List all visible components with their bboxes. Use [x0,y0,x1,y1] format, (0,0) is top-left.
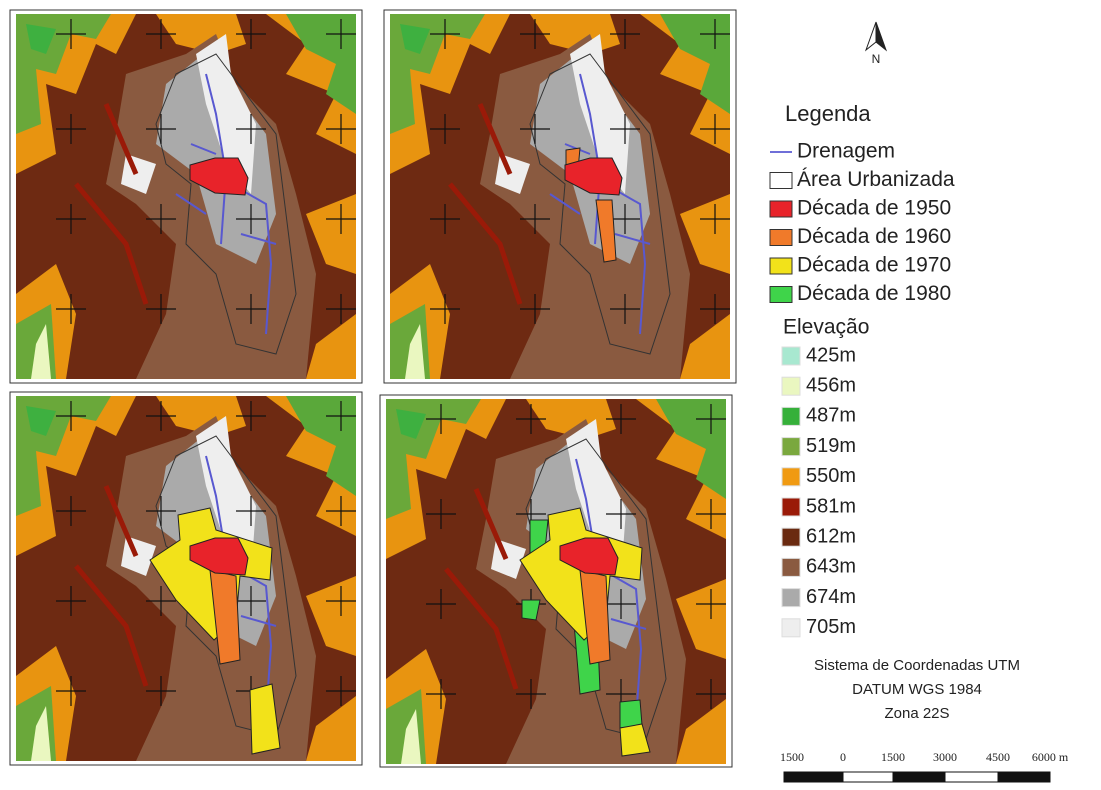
scale-segment [784,772,843,782]
elevation-label: 519m [806,435,856,457]
coordinate-text: DATUM WGS 1984 [852,681,982,698]
legend-swatch [770,230,792,246]
scale-label: 4500 [986,750,1010,764]
north-arrow: N [866,22,886,66]
elevation-swatch [782,619,800,637]
scale-segment [998,772,1050,782]
scale-label: 1500 [780,750,804,764]
elevation-legend: 425m 456m 487m 519m 550m 581m 612m 643m 674m 705m [782,344,856,638]
elevation-title: Elevação [783,316,869,339]
elevation-label: 487m [806,405,856,427]
elevation-swatch [782,589,800,607]
elevation-label: 643m [806,556,856,578]
legend-swatch [770,201,792,217]
elevation-label: 581m [806,495,856,517]
legend: Drenagem Área Urbanizada Década de 1950 Déc… [770,140,955,306]
coordinate-info: Sistema de Coordenadas UTM DATUM WGS 1984… [814,657,1020,722]
elevation-label: 550m [806,465,856,487]
legend-label: Década de 1970 [797,254,951,277]
coordinate-text: Sistema de Coordenadas UTM [814,657,1020,674]
legend-swatch [770,173,792,189]
elevation-swatch [782,347,800,365]
scale-label: 1500 [881,750,905,764]
scale-label: 3000 [933,750,957,764]
elevation-label: 425m [806,344,856,366]
map-panel [384,10,736,383]
elevation-swatch [782,438,800,456]
scale-segment [843,772,893,782]
map-panel [10,392,362,765]
elevation-swatch [782,558,800,576]
elevation-label: 705m [806,616,856,638]
north-label: N [872,52,881,66]
elevation-swatch [782,528,800,546]
legend-swatch [770,258,792,274]
elevation-swatch [782,407,800,425]
legend-label: Década de 1980 [797,282,951,305]
elevation-label: 456m [806,374,856,396]
scale-label: 0 [840,750,846,764]
elevation-swatch [782,468,800,486]
legend-title: Legenda [785,101,871,126]
legend-label: Área Urbanizada [797,168,955,191]
elevation-label: 674m [806,586,856,608]
legend-swatch [770,287,792,303]
scale-bar: 1500 0 1500 3000 4500 6000 m [780,750,1069,782]
scale-segment [893,772,945,782]
legend-label: Drenagem [797,140,895,163]
scale-label: 6000 m [1032,750,1069,764]
map-panel [380,395,732,767]
legend-label: Década de 1950 [797,197,951,220]
map-figure: N Legenda Drenagem Área Urbanizada Década … [0,0,1101,785]
scale-segment [945,772,998,782]
elevation-swatch [782,377,800,395]
map-panel [10,10,362,383]
elevation-swatch [782,498,800,516]
elevation-label: 612m [806,525,856,547]
legend-label: Década de 1960 [797,225,951,248]
coordinate-text: Zona 22S [884,705,949,722]
